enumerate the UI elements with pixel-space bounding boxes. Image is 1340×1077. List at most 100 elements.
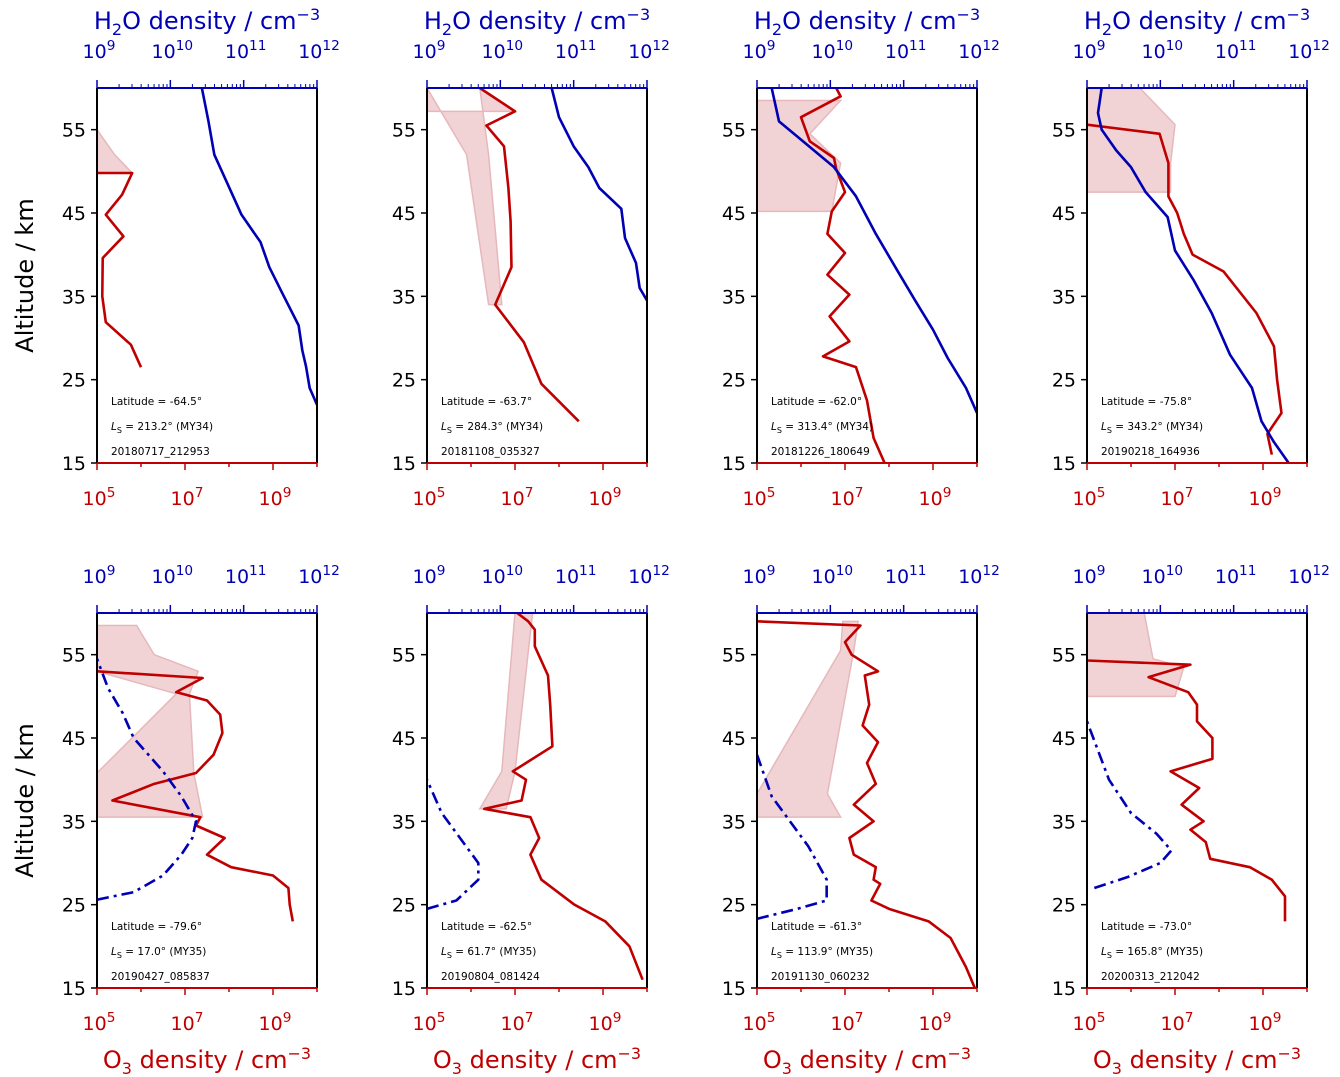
o3-profile-line (1087, 123, 1283, 455)
y-tick-label: 45 (722, 728, 746, 750)
chart-panel: 15 25 35 45 55 105 107 109 109 1010 1011 1012 Latitu… (62, 563, 340, 1035)
y-tick-label: 15 (62, 978, 86, 1000)
h2o-tick-label: 1011 (225, 38, 267, 63)
o3-axis-title: O3 density / cm−3 (103, 1044, 311, 1077)
altitude-axis-title: Altitude / km (11, 723, 39, 877)
chart-panel: 15 25 35 45 55 105 107 109 109 1010 1011 1012 Latitu… (722, 563, 1000, 1035)
observation-id: 20190427_085837 (111, 971, 210, 983)
o3-profile-line (479, 88, 580, 423)
o3-tick-label: 109 (919, 485, 952, 510)
ls-label: LS = 313.4° (MY34) (771, 421, 873, 435)
y-tick-label: 45 (1052, 203, 1076, 225)
y-tick-label: 15 (722, 978, 746, 1000)
y-tick-label: 25 (722, 895, 746, 917)
o3-tick-label: 107 (831, 1010, 864, 1035)
o3-uncertainty-band (757, 99, 843, 213)
o3-tick-label: 107 (501, 485, 534, 510)
h2o-tick-label: 1010 (1142, 38, 1184, 63)
h2o-tick-label: 1010 (482, 38, 524, 63)
o3-tick-label: 109 (259, 1010, 292, 1035)
y-tick-label: 25 (1052, 895, 1076, 917)
o3-tick-label: 107 (831, 485, 864, 510)
observation-id: 20181226_180649 (771, 446, 870, 458)
latitude-label: Latitude = -79.6° (111, 921, 202, 933)
y-tick-label: 25 (62, 895, 86, 917)
o3-tick-label: 109 (589, 1010, 622, 1035)
h2o-tick-label: 1012 (958, 563, 1000, 588)
h2o-tick-label: 1010 (1142, 563, 1184, 588)
y-tick-label: 25 (392, 895, 416, 917)
y-tick-label: 35 (722, 811, 746, 833)
h2o-tick-label: 1012 (628, 563, 670, 588)
y-tick-label: 15 (392, 978, 416, 1000)
altitude-axis-title: Altitude / km (11, 198, 39, 352)
observation-id: 20180717_212953 (111, 446, 210, 458)
ls-label: LS = 17.0° (MY35) (111, 946, 206, 960)
o3-tick-label: 105 (83, 485, 116, 510)
h2o-tick-label: 109 (413, 563, 446, 588)
h2o-profile-line (770, 88, 977, 414)
h2o-tick-label: 1010 (812, 563, 854, 588)
o3-tick-label: 107 (1161, 1010, 1194, 1035)
y-tick-label: 45 (62, 728, 86, 750)
h2o-tick-label: 1010 (152, 38, 194, 63)
h2o-axis-title: H2O density / cm−3 (94, 5, 320, 39)
chart-panel: 15 25 35 45 55 105 107 109 109 1010 1011 1012 Latitu… (392, 38, 670, 510)
latitude-label: Latitude = -75.8° (1101, 396, 1192, 408)
y-tick-label: 45 (1052, 728, 1076, 750)
o3-uncertainty-band (757, 620, 860, 818)
plot-area (97, 88, 317, 406)
o3-tick-label: 105 (743, 1010, 776, 1035)
h2o-tick-label: 1011 (225, 563, 267, 588)
latitude-label: Latitude = -62.5° (441, 921, 532, 933)
y-tick-label: 55 (62, 645, 86, 667)
h2o-tick-label: 1011 (885, 38, 927, 63)
o3-tick-label: 105 (1073, 1010, 1106, 1035)
o3-profile-line (97, 670, 295, 922)
y-tick-label: 35 (392, 286, 416, 308)
ls-label: LS = 165.8° (MY35) (1101, 946, 1203, 960)
y-tick-label: 15 (392, 453, 416, 475)
ls-label: LS = 213.2° (MY34) (111, 421, 213, 435)
h2o-profile-line (550, 88, 647, 302)
y-tick-label: 35 (392, 811, 416, 833)
latitude-label: Latitude = -64.5° (111, 396, 202, 408)
ls-label: LS = 61.7° (MY35) (441, 946, 536, 960)
y-tick-label: 15 (1052, 978, 1076, 1000)
observation-id: 20190804_081424 (441, 971, 540, 983)
y-tick-label: 45 (392, 203, 416, 225)
h2o-tick-label: 1011 (1215, 38, 1257, 63)
y-tick-label: 25 (62, 370, 86, 392)
y-tick-label: 15 (722, 453, 746, 475)
ls-label: LS = 284.3° (MY34) (441, 421, 543, 435)
plot-area (427, 613, 644, 981)
y-tick-label: 55 (722, 120, 746, 142)
h2o-tick-label: 1012 (298, 563, 340, 588)
latitude-label: Latitude = -63.7° (441, 396, 532, 408)
h2o-profile-line (1096, 88, 1290, 463)
plot-area (427, 88, 647, 423)
h2o-axis-title: H2O density / cm−3 (1084, 5, 1310, 39)
o3-uncertainty-band (1087, 613, 1185, 698)
o3-profile-line (1087, 659, 1287, 922)
panels: 15 25 35 45 55 105 107 109 109 1010 1011 1012 Latitu… (62, 38, 1330, 1035)
h2o-tick-label: 1012 (298, 38, 340, 63)
h2o-tick-label: 1011 (885, 563, 927, 588)
h2o-tick-label: 109 (83, 38, 116, 63)
o3-tick-label: 107 (171, 485, 204, 510)
h2o-profile-line (200, 88, 317, 406)
h2o-tick-label: 1010 (482, 563, 524, 588)
o3-axis-title: O3 density / cm−3 (763, 1044, 971, 1077)
o3-axis-title: O3 density / cm−3 (433, 1044, 641, 1077)
o3-uncertainty-band (427, 88, 518, 306)
h2o-tick-label: 109 (1073, 563, 1106, 588)
h2o-tick-label: 1012 (1288, 563, 1330, 588)
h2o-tick-label: 109 (743, 38, 776, 63)
h2o-axis-title: H2O density / cm−3 (424, 5, 650, 39)
h2o-tick-label: 1010 (152, 563, 194, 588)
plot-area (1087, 88, 1290, 463)
plot-area (97, 624, 295, 922)
chart-panel: 15 25 35 45 55 105 107 109 109 1010 1011 1012 Latitu… (62, 38, 340, 510)
chart-panel: 15 25 35 45 55 105 107 109 109 1010 1011 1012 Latitu… (392, 563, 670, 1035)
